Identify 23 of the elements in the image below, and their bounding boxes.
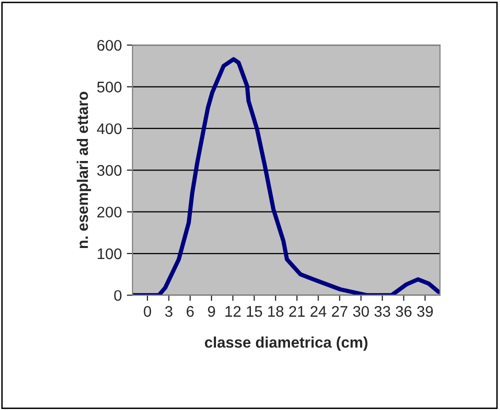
x-tick-label: 33 <box>374 306 390 317</box>
x-tick-label: 15 <box>246 306 262 317</box>
x-tick-label: 27 <box>332 306 348 317</box>
x-axis-title: classe diametrica (cm) <box>204 336 368 351</box>
x-tick-label: 6 <box>186 306 194 317</box>
x-tick-label: 9 <box>208 306 216 317</box>
y-tick-label: 500 <box>97 82 122 92</box>
y-tick-label: 0 <box>114 290 122 301</box>
x-tick-label: 36 <box>396 306 412 317</box>
x-tick-label: 12 <box>226 306 241 317</box>
y-tick-label: 100 <box>98 248 122 260</box>
x-tick-label: 3 <box>165 306 172 317</box>
y-tick-label: 400 <box>96 123 122 134</box>
x-tick-label: 0 <box>144 306 152 317</box>
x-tick-label: 21 <box>289 306 305 317</box>
y-axis-title: n. esemplari ad ettaro <box>76 92 92 248</box>
x-tick-label: 24 <box>310 306 326 317</box>
x-tick-label: 18 <box>268 306 284 317</box>
y-tick-label: 600 <box>97 40 122 51</box>
x-tick-label: 39 <box>417 306 433 317</box>
y-tick-label: 200 <box>97 206 122 218</box>
x-tick-label: 30 <box>353 306 369 317</box>
y-tick-label: 300 <box>97 165 122 176</box>
